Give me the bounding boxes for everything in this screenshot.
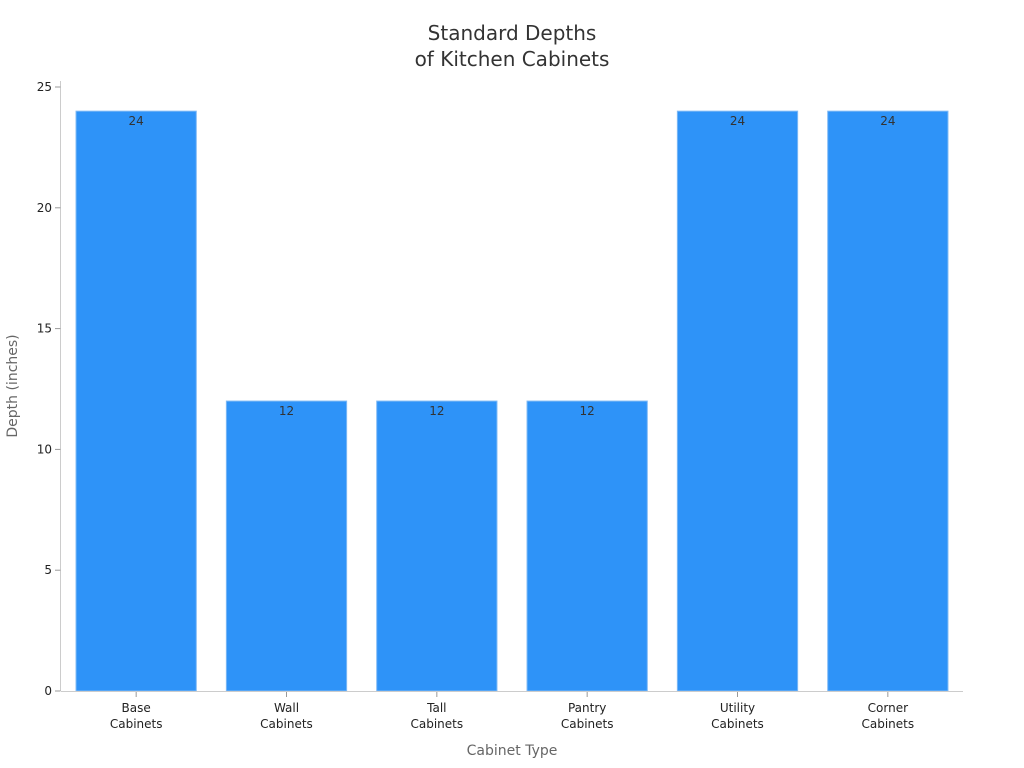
bar [526,400,648,692]
bar [676,110,799,692]
x-tick-label: Pantry [568,701,606,715]
bar [225,400,348,692]
y-axis-title: Depth (inches) [5,334,21,437]
x-tick-label: Cabinets [561,717,614,731]
bar-value-label: 12 [580,404,595,418]
bar-value-label: 24 [730,114,745,128]
bar [827,110,949,692]
bar-value-label: 24 [129,114,144,128]
chart-title-line-2: of Kitchen Cabinets [415,47,610,71]
bar [75,110,197,692]
chart-title-line-1: Standard Depths [428,21,597,45]
x-ticks-group: Base Cabinets Wall Cabinets Tall Cabinets Pant… [110,692,914,731]
x-tick-label: Cabinets [711,717,764,731]
x-tick-label: Cabinets [862,717,915,731]
y-tick-label: 5 [44,563,52,577]
bar-value-label: 12 [429,404,444,418]
x-axis-title: Cabinet Type [467,743,558,759]
bar [376,400,498,692]
x-tick-label: Cabinets [411,717,464,731]
bar-value-label: 24 [880,114,895,128]
x-tick-label: Utility [720,701,755,715]
y-ticks-group: 0 5 10 15 20 25 [37,80,61,698]
x-tick-label: Wall [274,701,299,715]
x-tick-label: Corner [868,701,908,715]
x-tick-label: Base [122,701,151,715]
bar-value-label: 12 [279,404,294,418]
y-tick-label: 15 [37,322,52,336]
y-tick-label: 0 [44,684,52,698]
data-labels-group: 24 12 12 12 24 24 [129,114,896,418]
x-tick-label: Cabinets [260,717,313,731]
bars-group [75,110,949,692]
y-tick-label: 25 [37,80,52,94]
y-tick-label: 10 [37,442,52,456]
x-tick-label: Tall [426,701,446,715]
y-tick-label: 20 [37,201,52,215]
x-tick-label: Cabinets [110,717,163,731]
